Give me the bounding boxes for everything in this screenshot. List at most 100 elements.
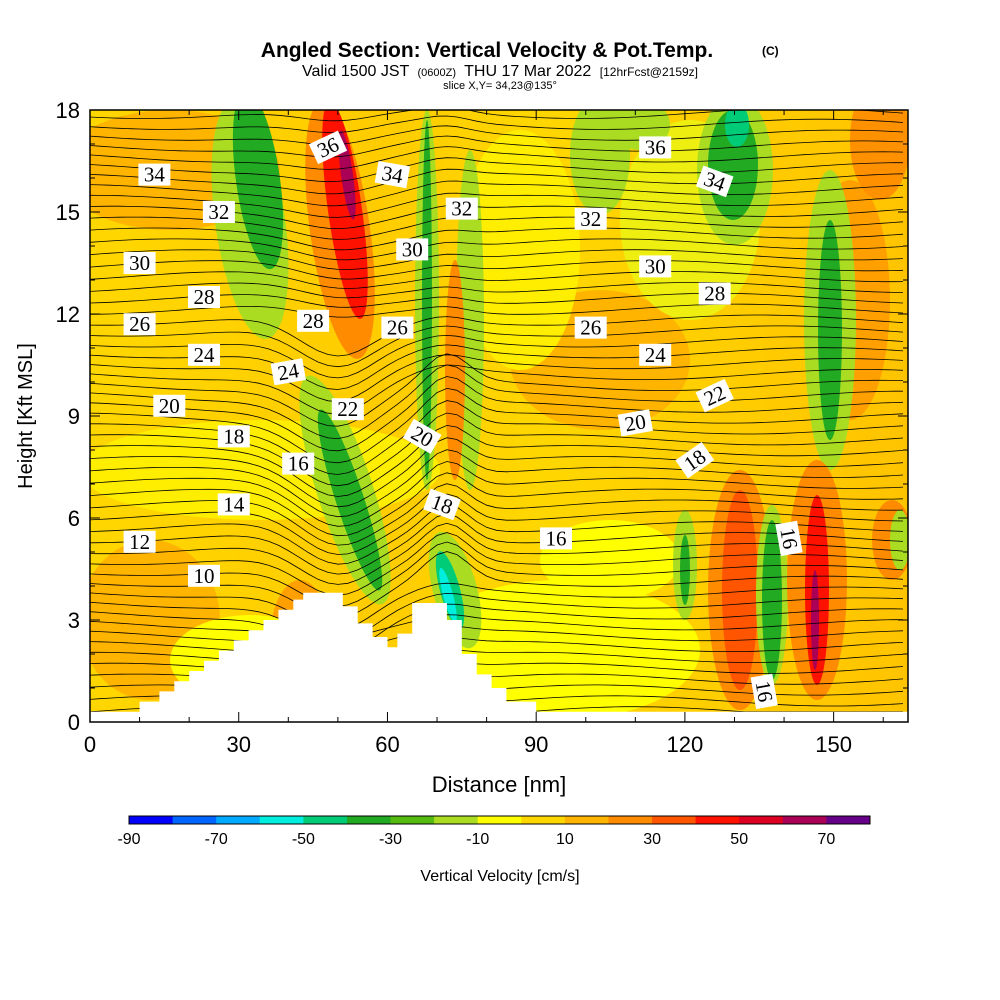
isentrope-line bbox=[90, 157, 903, 183]
velocity-region bbox=[762, 520, 782, 680]
velocity-region bbox=[439, 567, 457, 623]
theta-label-text: 32 bbox=[580, 207, 601, 231]
theta-label-box bbox=[639, 136, 672, 159]
theta-label: 26 bbox=[574, 316, 607, 340]
y-tick-label: 15 bbox=[56, 200, 80, 225]
x-tick-label: 120 bbox=[667, 732, 704, 757]
subtitle-fcst: [12hrFcst@2159z] bbox=[600, 65, 698, 79]
theta-label-text: 24 bbox=[194, 343, 216, 367]
isentrope-line bbox=[90, 424, 904, 497]
theta-label: 30 bbox=[396, 237, 429, 261]
isentrope-line bbox=[90, 249, 904, 271]
colorbar-swatch bbox=[129, 816, 174, 824]
subtitle-date: THU 17 Mar 2022 bbox=[464, 63, 591, 80]
velocity-region bbox=[811, 570, 819, 670]
theta-label-box bbox=[374, 160, 411, 189]
theta-label: 12 bbox=[123, 530, 156, 554]
theta-label-text: 26 bbox=[387, 316, 408, 340]
theta-label-box bbox=[270, 358, 306, 386]
theta-label-text: 30 bbox=[129, 251, 150, 275]
theta-label-box bbox=[188, 286, 220, 308]
isentrope-line bbox=[90, 541, 904, 607]
isentrope-line bbox=[90, 325, 904, 368]
theta-label-box bbox=[698, 282, 731, 305]
x-axis-label: Distance [nm] bbox=[432, 772, 567, 797]
y-tick-label: 6 bbox=[68, 506, 80, 531]
isentrope-line bbox=[90, 125, 904, 146]
colorbar-tick-label: 10 bbox=[556, 831, 574, 848]
theta-label: 34 bbox=[138, 163, 171, 187]
theta-label-text: 16 bbox=[288, 452, 309, 476]
theta-label-box bbox=[138, 163, 171, 186]
isentrope-line bbox=[90, 303, 904, 318]
theta-label-text: 30 bbox=[402, 237, 423, 261]
theta-label-box bbox=[695, 165, 734, 198]
isentrope-line bbox=[90, 437, 904, 508]
theta-label-text: 26 bbox=[580, 316, 601, 340]
colorbar-swatch bbox=[564, 816, 609, 824]
theta-label-text: 14 bbox=[223, 492, 245, 516]
theta-label-text: 12 bbox=[129, 530, 150, 554]
theta-label-box bbox=[750, 673, 778, 710]
y-tick-label: 12 bbox=[56, 302, 80, 327]
y-axis-label: Height [Kft MSL] bbox=[15, 343, 37, 489]
subtitle-utc: (0600Z) bbox=[417, 67, 456, 79]
x-tick-label: 0 bbox=[84, 732, 96, 757]
isentrope-line bbox=[90, 364, 903, 440]
isentrope-line bbox=[90, 110, 904, 122]
isentrope-line bbox=[90, 625, 904, 652]
theta-label-text: 28 bbox=[704, 282, 725, 306]
y-tick-label: 9 bbox=[68, 404, 80, 429]
theta-label-box bbox=[217, 425, 250, 448]
isentrope-line bbox=[90, 387, 904, 464]
isentrope-line bbox=[90, 637, 904, 664]
theta-label-box bbox=[297, 309, 330, 332]
chart-title: Angled Section: Vertical Velocity & Pot.… bbox=[261, 39, 713, 62]
theta-label-text: 32 bbox=[208, 200, 229, 224]
theta-label: 24 bbox=[270, 358, 306, 386]
theta-label-box bbox=[381, 316, 414, 339]
theta-label: 16 bbox=[540, 526, 572, 550]
theta-label-text: 34 bbox=[144, 163, 166, 187]
colorbar-swatch bbox=[259, 816, 304, 824]
x-tick-label: 30 bbox=[226, 732, 250, 757]
theta-label: 26 bbox=[381, 316, 414, 340]
theta-label-box bbox=[540, 527, 572, 550]
theta-label-text: 18 bbox=[223, 424, 244, 448]
theta-label-box bbox=[202, 201, 235, 223]
isentrope-line bbox=[90, 472, 904, 537]
theta-label-text: 16 bbox=[546, 526, 567, 550]
theta-label-box bbox=[188, 564, 220, 587]
isentrope-line bbox=[90, 551, 904, 619]
theta-label-text: 16 bbox=[775, 526, 802, 551]
colorbar-label: Vertical Velocity [cm/s] bbox=[420, 868, 579, 885]
isentrope-line bbox=[90, 344, 904, 390]
theta-label: 16 bbox=[775, 520, 803, 557]
subtitle-valid: Valid 1500 JST bbox=[302, 63, 410, 80]
isentrope-line bbox=[90, 168, 904, 195]
theta-label: 20 bbox=[617, 409, 653, 436]
theta-label: 22 bbox=[331, 397, 364, 421]
isentrope-line bbox=[90, 227, 904, 251]
colorbar-tick-label: 30 bbox=[643, 831, 661, 848]
theta-label: 16 bbox=[750, 673, 778, 710]
isentrope-line bbox=[90, 146, 904, 170]
terrain bbox=[90, 592, 908, 722]
velocity-region bbox=[232, 110, 284, 270]
theta-label-text: 20 bbox=[623, 409, 648, 436]
colorbar-swatch bbox=[216, 816, 261, 824]
isentrope-line bbox=[90, 180, 904, 207]
theta-label-box bbox=[188, 343, 220, 366]
isentrope-line bbox=[90, 376, 904, 452]
colorbar-tick-label: -90 bbox=[117, 831, 140, 848]
isentrope-line bbox=[90, 522, 904, 585]
theta-label-text: 20 bbox=[159, 394, 180, 418]
isentrope-line bbox=[90, 354, 904, 402]
y-tick-label: 0 bbox=[68, 710, 80, 735]
theta-label: 30 bbox=[123, 251, 156, 275]
theta-label: 32 bbox=[445, 197, 478, 221]
theta-label: 24 bbox=[639, 343, 672, 367]
velocity-region bbox=[338, 130, 356, 220]
